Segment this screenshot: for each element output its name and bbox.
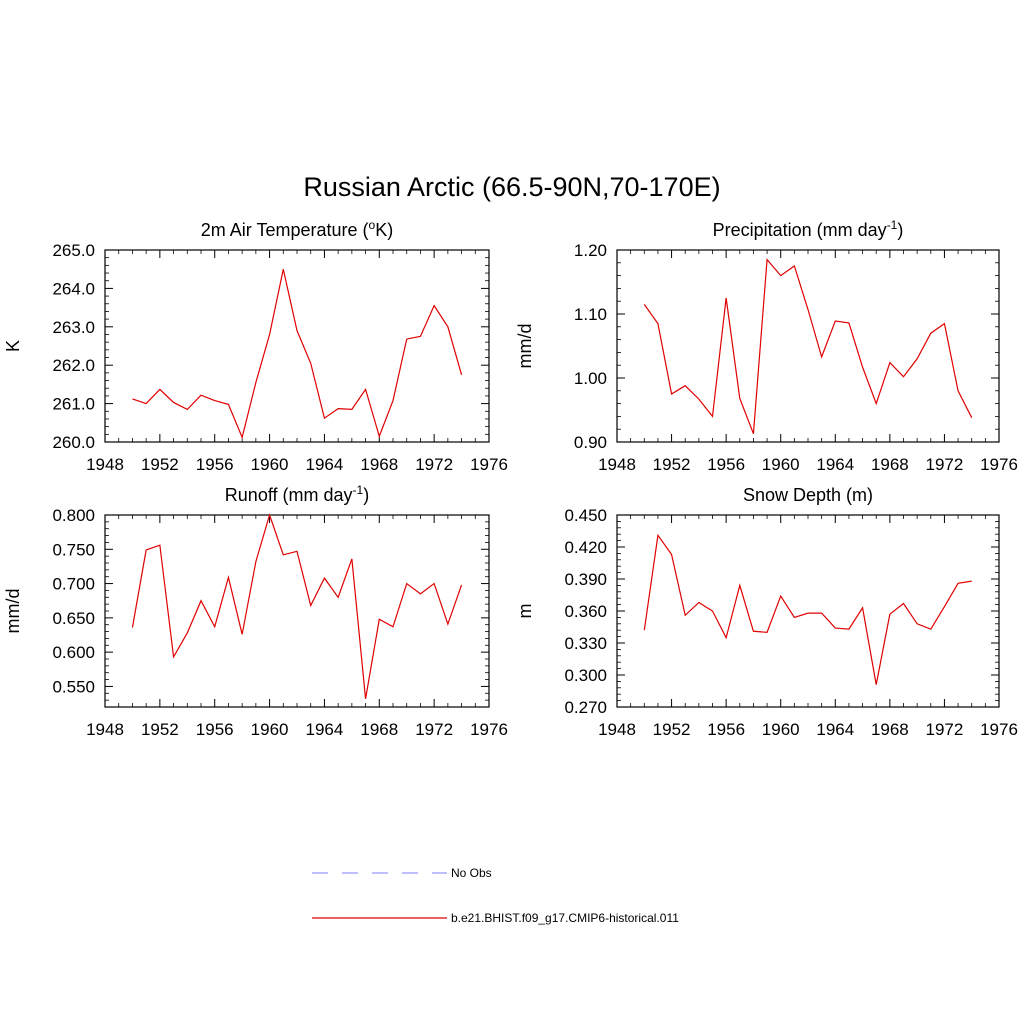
panel-3: Runoff (mm day-1) 1948 1952 1956 1960 1964 196…: [3, 483, 508, 739]
y-tick-label: 1.00: [574, 369, 607, 388]
x-tick-label: 1956: [196, 720, 234, 739]
x-tick-label: 1948: [86, 455, 124, 474]
y-tick-label: 0.650: [52, 609, 95, 628]
y-tick-label: 0.800: [52, 506, 95, 525]
panel-title-text: Snow Depth (m): [743, 485, 873, 505]
x-tick-label: 1976: [980, 455, 1018, 474]
x-tick-label: 1960: [762, 720, 800, 739]
y-tick-label: 0.390: [564, 570, 607, 589]
panel-title: Runoff (mm day-1): [225, 483, 369, 505]
panel-title-end: ): [897, 220, 903, 240]
x-tick-label: 1976: [470, 720, 508, 739]
figure-title: Russian Arctic (66.5-90N,70-170E): [303, 172, 720, 202]
panel-title-text: Runoff (mm day: [225, 485, 353, 505]
x-tick-label: 1964: [816, 455, 854, 474]
y-tick-label: 0.450: [564, 506, 607, 525]
series-line: [643, 258, 973, 434]
panel-2: Precipitation (mm day-1) 1948 1952 1956 1960…: [515, 218, 1018, 474]
series-line: [131, 513, 463, 699]
y-tick-label: 0.90: [574, 433, 607, 452]
y-tick-label: 0.700: [52, 575, 95, 594]
x-tick-label: 1968: [360, 720, 398, 739]
panel-title-text: Precipitation (mm day: [713, 220, 887, 240]
y-tick-label: 0.750: [52, 540, 95, 559]
x-tick-label: 1956: [196, 455, 234, 474]
y-tick-label: 0.420: [564, 538, 607, 557]
panel-title: Snow Depth (m): [743, 485, 873, 505]
x-tick-label: 1952: [653, 455, 691, 474]
x-tick-label: 1952: [653, 720, 691, 739]
y-tick-label: 0.360: [564, 602, 607, 621]
panel-4: Snow Depth (m) 1948 1952 1956 1960 1964 1968 19…: [515, 485, 1018, 739]
x-tick-label: 1956: [707, 720, 745, 739]
x-tick-label: 1964: [816, 720, 854, 739]
y-tick-label: 1.20: [574, 241, 607, 260]
x-tick-label: 1948: [598, 455, 636, 474]
legend-label: b.e21.BHIST.f09_g17.CMIP6-historical.011: [451, 911, 679, 925]
y-tick-label: 0.300: [564, 666, 607, 685]
x-tick-label: 1960: [251, 720, 289, 739]
y-tick-label: 261.0: [52, 395, 95, 414]
panel-title-text: 2m Air Temperature (: [201, 220, 369, 240]
panel-title: 2m Air Temperature (oK): [201, 218, 393, 240]
x-tick-label: 1948: [598, 720, 636, 739]
x-tick-label: 1960: [762, 455, 800, 474]
series-line: [132, 269, 463, 440]
x-tick-label: 1976: [980, 720, 1018, 739]
panel-1: 2m Air Temperature (oK) 1948 1952 1956 1960 1…: [3, 218, 508, 474]
y-tick-label: 1.10: [574, 305, 607, 324]
legend-label: No Obs: [451, 866, 492, 880]
plot-frame: [104, 514, 490, 708]
legend-item-1: No Obs: [312, 866, 492, 880]
legend: No Obs b.e21.BHIST.f09_g17.CMIP6-historic…: [312, 866, 679, 925]
panel-title-superscript: o: [369, 218, 376, 232]
x-tick-label: 1960: [251, 455, 289, 474]
y-axis-label: mm/d: [515, 324, 535, 369]
x-tick-label: 1972: [415, 720, 453, 739]
x-tick-label: 1972: [926, 720, 964, 739]
y-tick-label: 0.600: [52, 643, 95, 662]
y-tick-label: 260.0: [52, 433, 95, 452]
x-tick-label: 1968: [871, 720, 909, 739]
panel-title-end: ): [363, 485, 369, 505]
y-axis-label: mm/d: [3, 589, 23, 634]
panel-title-end: K): [375, 220, 393, 240]
x-tick-label: 1976: [470, 455, 508, 474]
panels: 2m Air Temperature (oK)1948 1952 1956 1960 1…: [3, 218, 1018, 739]
x-tick-label: 1956: [707, 455, 745, 474]
x-tick-label: 1952: [141, 455, 179, 474]
y-tick-label: 263.0: [52, 318, 95, 337]
x-tick-label: 1948: [86, 720, 124, 739]
y-axis-label: K: [3, 340, 23, 352]
legend-item-2: b.e21.BHIST.f09_g17.CMIP6-historical.011: [312, 911, 679, 925]
y-tick-label: 264.0: [52, 279, 95, 298]
x-tick-label: 1964: [306, 455, 344, 474]
panel-title-superscript: -1: [353, 483, 364, 497]
panel-title: Precipitation (mm day-1): [713, 218, 904, 240]
y-tick-label: 262.0: [52, 356, 95, 375]
x-tick-label: 1972: [926, 455, 964, 474]
y-tick-label: 265.0: [52, 241, 95, 260]
x-tick-label: 1964: [306, 720, 344, 739]
panel-title-superscript: -1: [887, 218, 898, 232]
y-axis-label: m: [515, 604, 535, 619]
y-tick-label: 0.330: [564, 634, 607, 653]
plot-frame: [104, 249, 490, 443]
y-tick-label: 0.270: [564, 698, 607, 717]
x-tick-label: 1968: [871, 455, 909, 474]
series-line: [643, 533, 972, 685]
plot-frame: [616, 249, 1000, 443]
x-tick-label: 1968: [360, 455, 398, 474]
y-tick-label: 0.550: [52, 677, 95, 696]
x-tick-label: 1972: [415, 455, 453, 474]
x-tick-label: 1952: [141, 720, 179, 739]
